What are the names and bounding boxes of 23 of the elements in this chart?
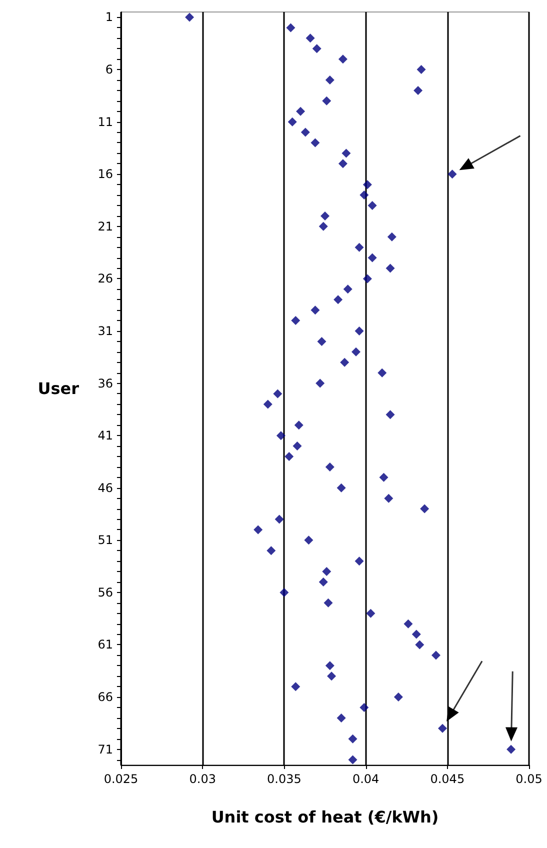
y-tick-label: 1: [105, 10, 113, 24]
y-tick-label: 66: [98, 690, 113, 704]
x-tick-label: 0.025: [104, 772, 138, 786]
x-axis-title: Unit cost of heat (€/kWh): [211, 808, 439, 826]
y-tick-label: 36: [98, 376, 113, 390]
y-tick-label: 71: [98, 742, 113, 756]
y-tick-label: 21: [98, 219, 113, 234]
y-axis-title: User: [38, 379, 80, 398]
y-tick-label: 11: [98, 114, 113, 129]
y-tick-label: 61: [98, 638, 113, 652]
x-tick-label: 0.05: [516, 772, 542, 786]
x-tick-label: 0.035: [267, 772, 302, 786]
y-tick-label: 6: [105, 62, 113, 77]
y-tick-label: 56: [98, 585, 113, 600]
y-tick-label: 16: [98, 167, 113, 182]
y-tick-label: 26: [98, 272, 113, 286]
x-tick-label: 0.045: [430, 772, 465, 786]
y-tick-label: 31: [98, 324, 113, 338]
y-tick-label: 41: [98, 428, 113, 443]
x-tick-label: 0.03: [189, 772, 216, 786]
y-tick-label: 51: [98, 533, 113, 548]
x-tick-label: 0.04: [352, 772, 380, 786]
y-tick-label: 46: [98, 480, 113, 495]
